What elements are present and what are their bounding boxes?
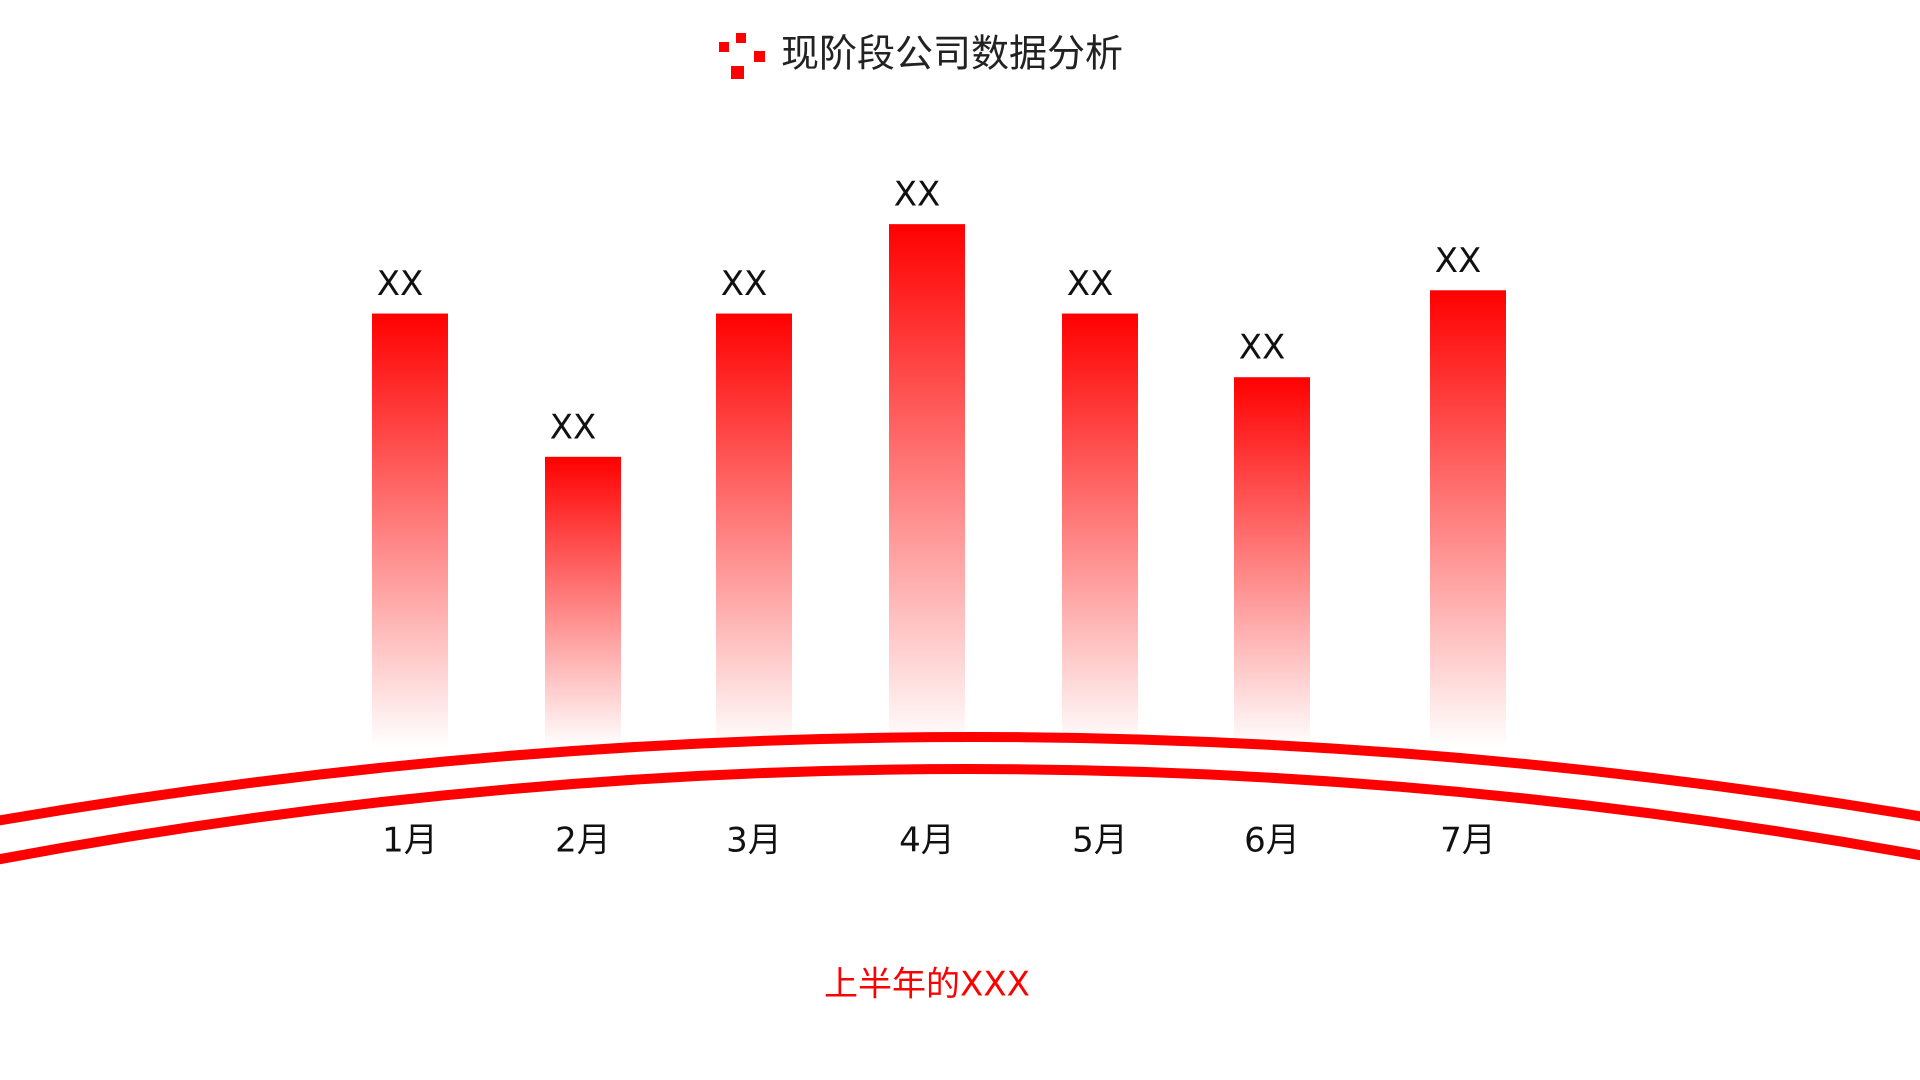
value-label: XX xyxy=(1067,264,1114,304)
value-label: XX xyxy=(377,264,424,304)
x-tick-label: 2月 xyxy=(555,821,611,861)
value-label: XX xyxy=(1239,328,1286,368)
x-tick-label: 6月 xyxy=(1244,821,1300,861)
value-label: XX xyxy=(550,407,597,447)
x-tick-label: 4月 xyxy=(899,821,955,861)
x-tick-label: 3月 xyxy=(726,821,782,861)
value-label: XX xyxy=(721,264,768,304)
decor-arc xyxy=(0,764,1920,865)
x-tick-label: 1月 xyxy=(382,821,438,861)
bar xyxy=(1430,290,1506,747)
x-tick-label: 5月 xyxy=(1072,821,1128,861)
bar xyxy=(372,313,448,747)
bar xyxy=(889,224,965,747)
title-icon xyxy=(719,33,765,79)
annotation: 上半年的XXX xyxy=(824,965,1030,1005)
chart-title: 现阶段公司数据分析 xyxy=(781,32,1123,76)
bar xyxy=(716,313,792,747)
bar xyxy=(545,456,621,747)
value-label: XX xyxy=(1435,241,1482,281)
bar xyxy=(1062,313,1138,747)
x-tick-label: 7月 xyxy=(1440,821,1496,861)
value-label: XX xyxy=(894,175,941,215)
bar xyxy=(1234,377,1310,747)
